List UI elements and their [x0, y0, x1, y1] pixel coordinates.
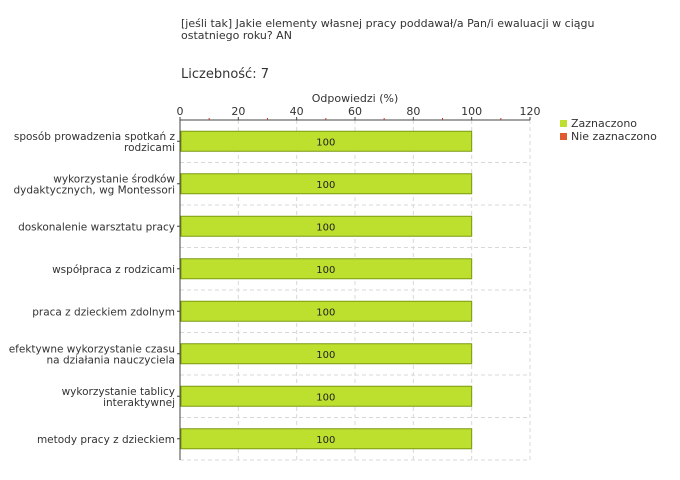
bar-zaznaczono [180, 130, 473, 152]
legend-swatch-zaznaczono [560, 120, 567, 127]
category-label-line: wykorzystanie tablicy [62, 386, 175, 398]
category-label: metody pracy z dzieckiem [37, 434, 175, 446]
legend-label-nie-zaznaczono: Nie zaznaczono [571, 130, 657, 143]
bar-zaznaczono [180, 215, 473, 237]
bar-value-label: 100 [316, 265, 335, 276]
category-label-line: dydaktycznych, wg Montessori [13, 184, 175, 196]
category-label: sposób prowadzenia spotkań z rodzicami [14, 131, 176, 154]
bar-zaznaczono [180, 173, 473, 195]
bar-value-label: 100 [316, 435, 335, 446]
category-label-line: sposób prowadzenia spotkań z [14, 131, 176, 143]
x-tick-label: 120 [520, 105, 541, 118]
x-tick-label: 100 [461, 105, 482, 118]
legend-item-nie-zaznaczono: Nie zaznaczono [560, 130, 657, 143]
count-value: 7 [260, 67, 269, 82]
bar-zaznaczono [180, 300, 473, 322]
category-label-line: efektywne wykorzystanie czasu [9, 343, 175, 355]
x-tick-label: 20 [231, 105, 245, 118]
legend: Zaznaczono Nie zaznaczono [560, 117, 657, 143]
category-label: współpraca z rodzicami [52, 264, 175, 276]
sample-size: Liczebność: 7 [181, 67, 269, 82]
bar-value-label: 100 [316, 137, 335, 148]
category-label-line: doskonalenie warsztatu pracy [18, 221, 175, 233]
category-label-line: wykorzystanie środków [53, 173, 175, 185]
category-label-line: współpraca z rodzicami [52, 264, 175, 276]
category-label-line: interaktywnej [103, 397, 175, 409]
bar-zaznaczono [180, 428, 473, 450]
x-tick-label: 0 [177, 105, 184, 118]
chart-title: [jeśli tak] Jakie elementy własnej pracy… [181, 17, 595, 42]
category-label: wykorzystanie środków dydaktycznych, wg M… [13, 173, 175, 196]
legend-swatch-nie-zaznaczono [560, 133, 567, 140]
bar-value-label: 100 [316, 180, 335, 191]
legend-label-zaznaczono: Zaznaczono [571, 117, 638, 130]
bar-value-label: 100 [316, 350, 335, 361]
category-label-line: na działania nauczyciela [47, 354, 175, 366]
bar-zaznaczono [180, 258, 473, 280]
x-tick-label: 80 [406, 105, 420, 118]
category-label: efektywne wykorzystanie czasu na działani… [9, 343, 175, 366]
bar-zaznaczono [180, 385, 473, 407]
count-label: Liczebność: [181, 67, 257, 82]
category-label-line: metody pracy z dzieckiem [37, 434, 175, 446]
category-label: wykorzystanie tablicy interaktywnej [62, 386, 175, 409]
x-tick-label: 60 [348, 105, 362, 118]
bar-value-label: 100 [316, 392, 335, 403]
category-label-line: praca z dzieckiem zdolnym [32, 306, 175, 318]
bar-value-label: 100 [316, 222, 335, 233]
x-tick-label: 40 [290, 105, 304, 118]
bar-value-label: 100 [316, 307, 335, 318]
legend-item-zaznaczono: Zaznaczono [560, 117, 657, 130]
category-label: praca z dzieckiem zdolnym [32, 306, 175, 318]
bar-zaznaczono [180, 343, 473, 365]
category-label-line: rodzicami [124, 142, 175, 154]
x-axis-title: Odpowiedzi (%) [312, 92, 399, 105]
category-label: doskonalenie warsztatu pracy [18, 221, 175, 233]
